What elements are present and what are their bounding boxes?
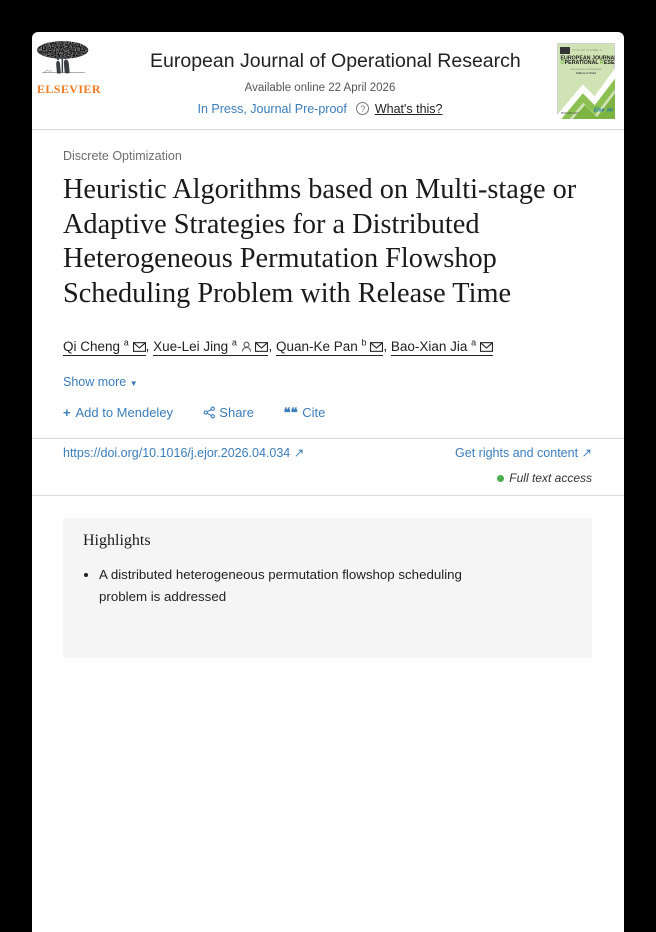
svg-text:Elsevier: Elsevier [594, 108, 614, 114]
svg-text:ISSN 0377-2217: ISSN 0377-2217 [561, 112, 579, 115]
svg-text:VOL 40: VOL 40 [593, 48, 602, 52]
svg-text:www.elsevier.com/locate/ejor: www.elsevier.com/locate/ejor [571, 68, 602, 71]
svg-text:Editors-in-Chief: Editors-in-Chief [576, 71, 596, 75]
svg-text:OPERATIONAL RESEARCH: OPERATIONAL RESEARCH [561, 60, 616, 66]
